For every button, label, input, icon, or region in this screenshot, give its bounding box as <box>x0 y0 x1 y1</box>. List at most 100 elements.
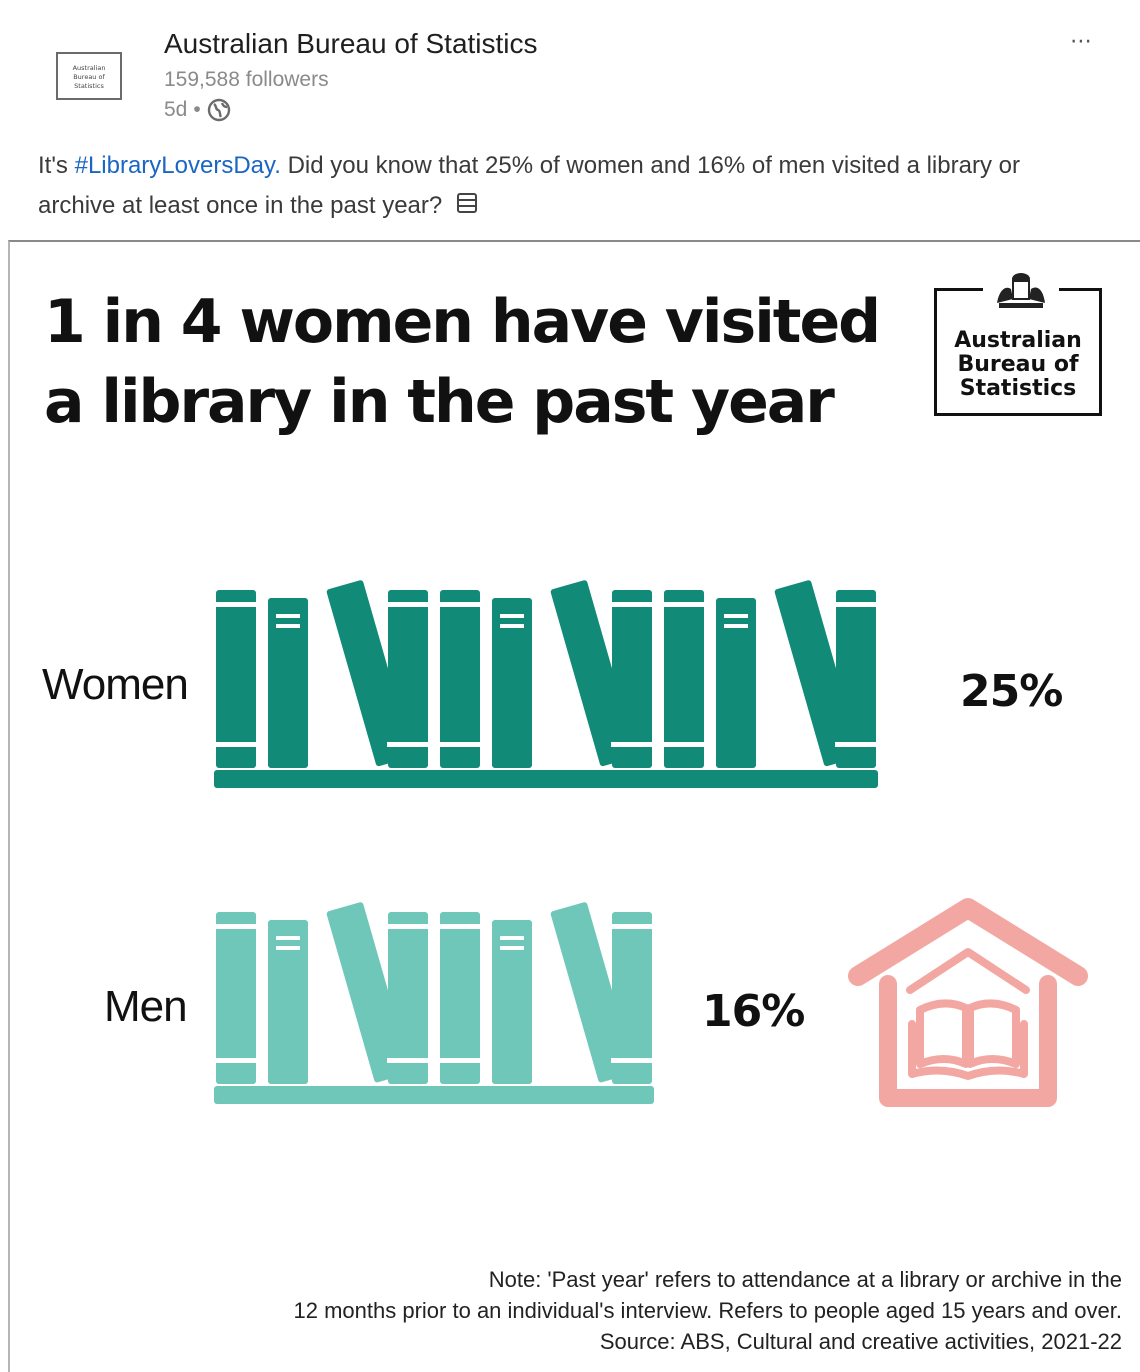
book <box>268 920 308 1084</box>
post-text-prefix: It's <box>38 152 75 179</box>
book-label-line <box>276 624 300 628</box>
book-band <box>611 924 653 929</box>
book-spine <box>492 598 532 768</box>
svg-text:Australian: Australian <box>73 64 106 72</box>
book-spine <box>492 920 532 1084</box>
men-label: Men <box>104 982 188 1031</box>
book-band <box>663 602 705 607</box>
infographic-headline: 1 in 4 women have visited a library in t… <box>44 287 881 437</box>
book-spine <box>440 590 480 768</box>
book <box>387 590 429 768</box>
book-band <box>611 1058 653 1063</box>
library-house-icon <box>848 898 1088 1107</box>
abs-logo-text: Australian Bureau of Statistics <box>937 329 1099 401</box>
book-label-line <box>500 614 524 618</box>
men-value: 16% <box>702 986 805 1037</box>
abs-logo: Australian Bureau of Statistics <box>934 267 1102 416</box>
post-meta: 5d • <box>164 98 231 122</box>
book-spine <box>268 598 308 768</box>
book-band <box>663 742 705 747</box>
hashtag-link[interactable]: #LibraryLoversDay. <box>74 152 281 179</box>
book-band <box>439 1058 481 1063</box>
book-band <box>611 602 653 607</box>
men-bookshelf <box>214 902 654 1104</box>
book-label-line <box>724 624 748 628</box>
book-spine <box>612 912 652 1084</box>
book-label-line <box>276 936 300 940</box>
abs-logo-line-3: Statistics <box>959 376 1077 401</box>
bookshelf-graphic <box>214 580 878 1104</box>
book <box>439 912 481 1084</box>
follower-count: 159,588 followers <box>164 68 329 91</box>
abs-logo-line-1: Australian <box>954 328 1082 353</box>
org-name-link[interactable]: Australian Bureau of Statistics <box>164 28 538 59</box>
post-text: It's #LibraryLoversDay. Did you know tha… <box>38 146 1098 227</box>
book-band <box>439 602 481 607</box>
globe-icon <box>207 98 230 122</box>
book-spine <box>268 920 308 1084</box>
shelf-board <box>214 770 878 788</box>
book <box>611 912 653 1084</box>
book-spine <box>388 912 428 1084</box>
book-spine <box>716 598 756 768</box>
note-line-1: Note: 'Past year' refers to attendance a… <box>488 1267 1122 1292</box>
shelf-board <box>214 1086 654 1104</box>
book-band <box>439 742 481 747</box>
book <box>492 598 532 768</box>
book-band <box>387 924 429 929</box>
abs-logo-line-2: Bureau of <box>957 352 1079 377</box>
book-band <box>215 924 257 929</box>
avatar-logo-icon: Australian Bureau of Statistics <box>73 64 106 90</box>
book-spine <box>440 912 480 1084</box>
women-value: 25% <box>960 666 1063 717</box>
book-label-line <box>500 624 524 628</box>
book-spine <box>836 590 876 768</box>
women-label: Women <box>42 660 189 709</box>
coat-of-arms-icon <box>983 267 1059 313</box>
book <box>492 920 532 1084</box>
book-label-line <box>500 936 524 940</box>
post-age: 5d <box>164 98 188 121</box>
svg-text:Bureau of: Bureau of <box>73 73 105 81</box>
book-band <box>387 602 429 607</box>
book-band <box>215 602 257 607</box>
book <box>215 912 257 1084</box>
book-band <box>835 602 877 607</box>
book <box>268 598 308 768</box>
org-avatar[interactable]: Australian Bureau of Statistics <box>56 52 122 100</box>
infographic-image[interactable]: 1 in 4 women have visited a library in t… <box>8 240 1140 1372</box>
book-band <box>611 742 653 747</box>
book <box>835 590 877 768</box>
book <box>716 598 756 768</box>
books-emoji-icon <box>455 187 479 227</box>
note-line-3: Source: ABS, Cultural and creative activ… <box>599 1329 1122 1354</box>
book-spine <box>388 590 428 768</box>
book-label-line <box>276 614 300 618</box>
book-label-line <box>724 614 748 618</box>
book-band <box>215 742 257 747</box>
book <box>611 590 653 768</box>
book-label-line <box>500 946 524 950</box>
source-note: Note: 'Past year' refers to attendance a… <box>110 1264 1122 1357</box>
book-band <box>387 742 429 747</box>
post-text-body: Did you know that 25% of women and 16% o… <box>38 152 1020 219</box>
book <box>215 590 257 768</box>
book-spine <box>612 590 652 768</box>
book-band <box>835 742 877 747</box>
more-options-icon[interactable]: ⋯ <box>1070 28 1093 53</box>
book-spine <box>216 590 256 768</box>
book-spine <box>216 912 256 1084</box>
book-band <box>215 1058 257 1063</box>
book <box>663 590 705 768</box>
book <box>387 912 429 1084</box>
book-label-line <box>276 946 300 950</box>
book-band <box>439 924 481 929</box>
book-band <box>387 1058 429 1063</box>
book <box>439 590 481 768</box>
note-line-2: 12 months prior to an individual's inter… <box>293 1298 1122 1323</box>
meta-separator: • <box>193 98 201 121</box>
post-header: Australian Bureau of Statistics Australi… <box>0 0 1140 240</box>
women-bookshelf <box>214 580 878 788</box>
book-spine <box>664 590 704 768</box>
svg-text:Statistics: Statistics <box>74 82 104 90</box>
